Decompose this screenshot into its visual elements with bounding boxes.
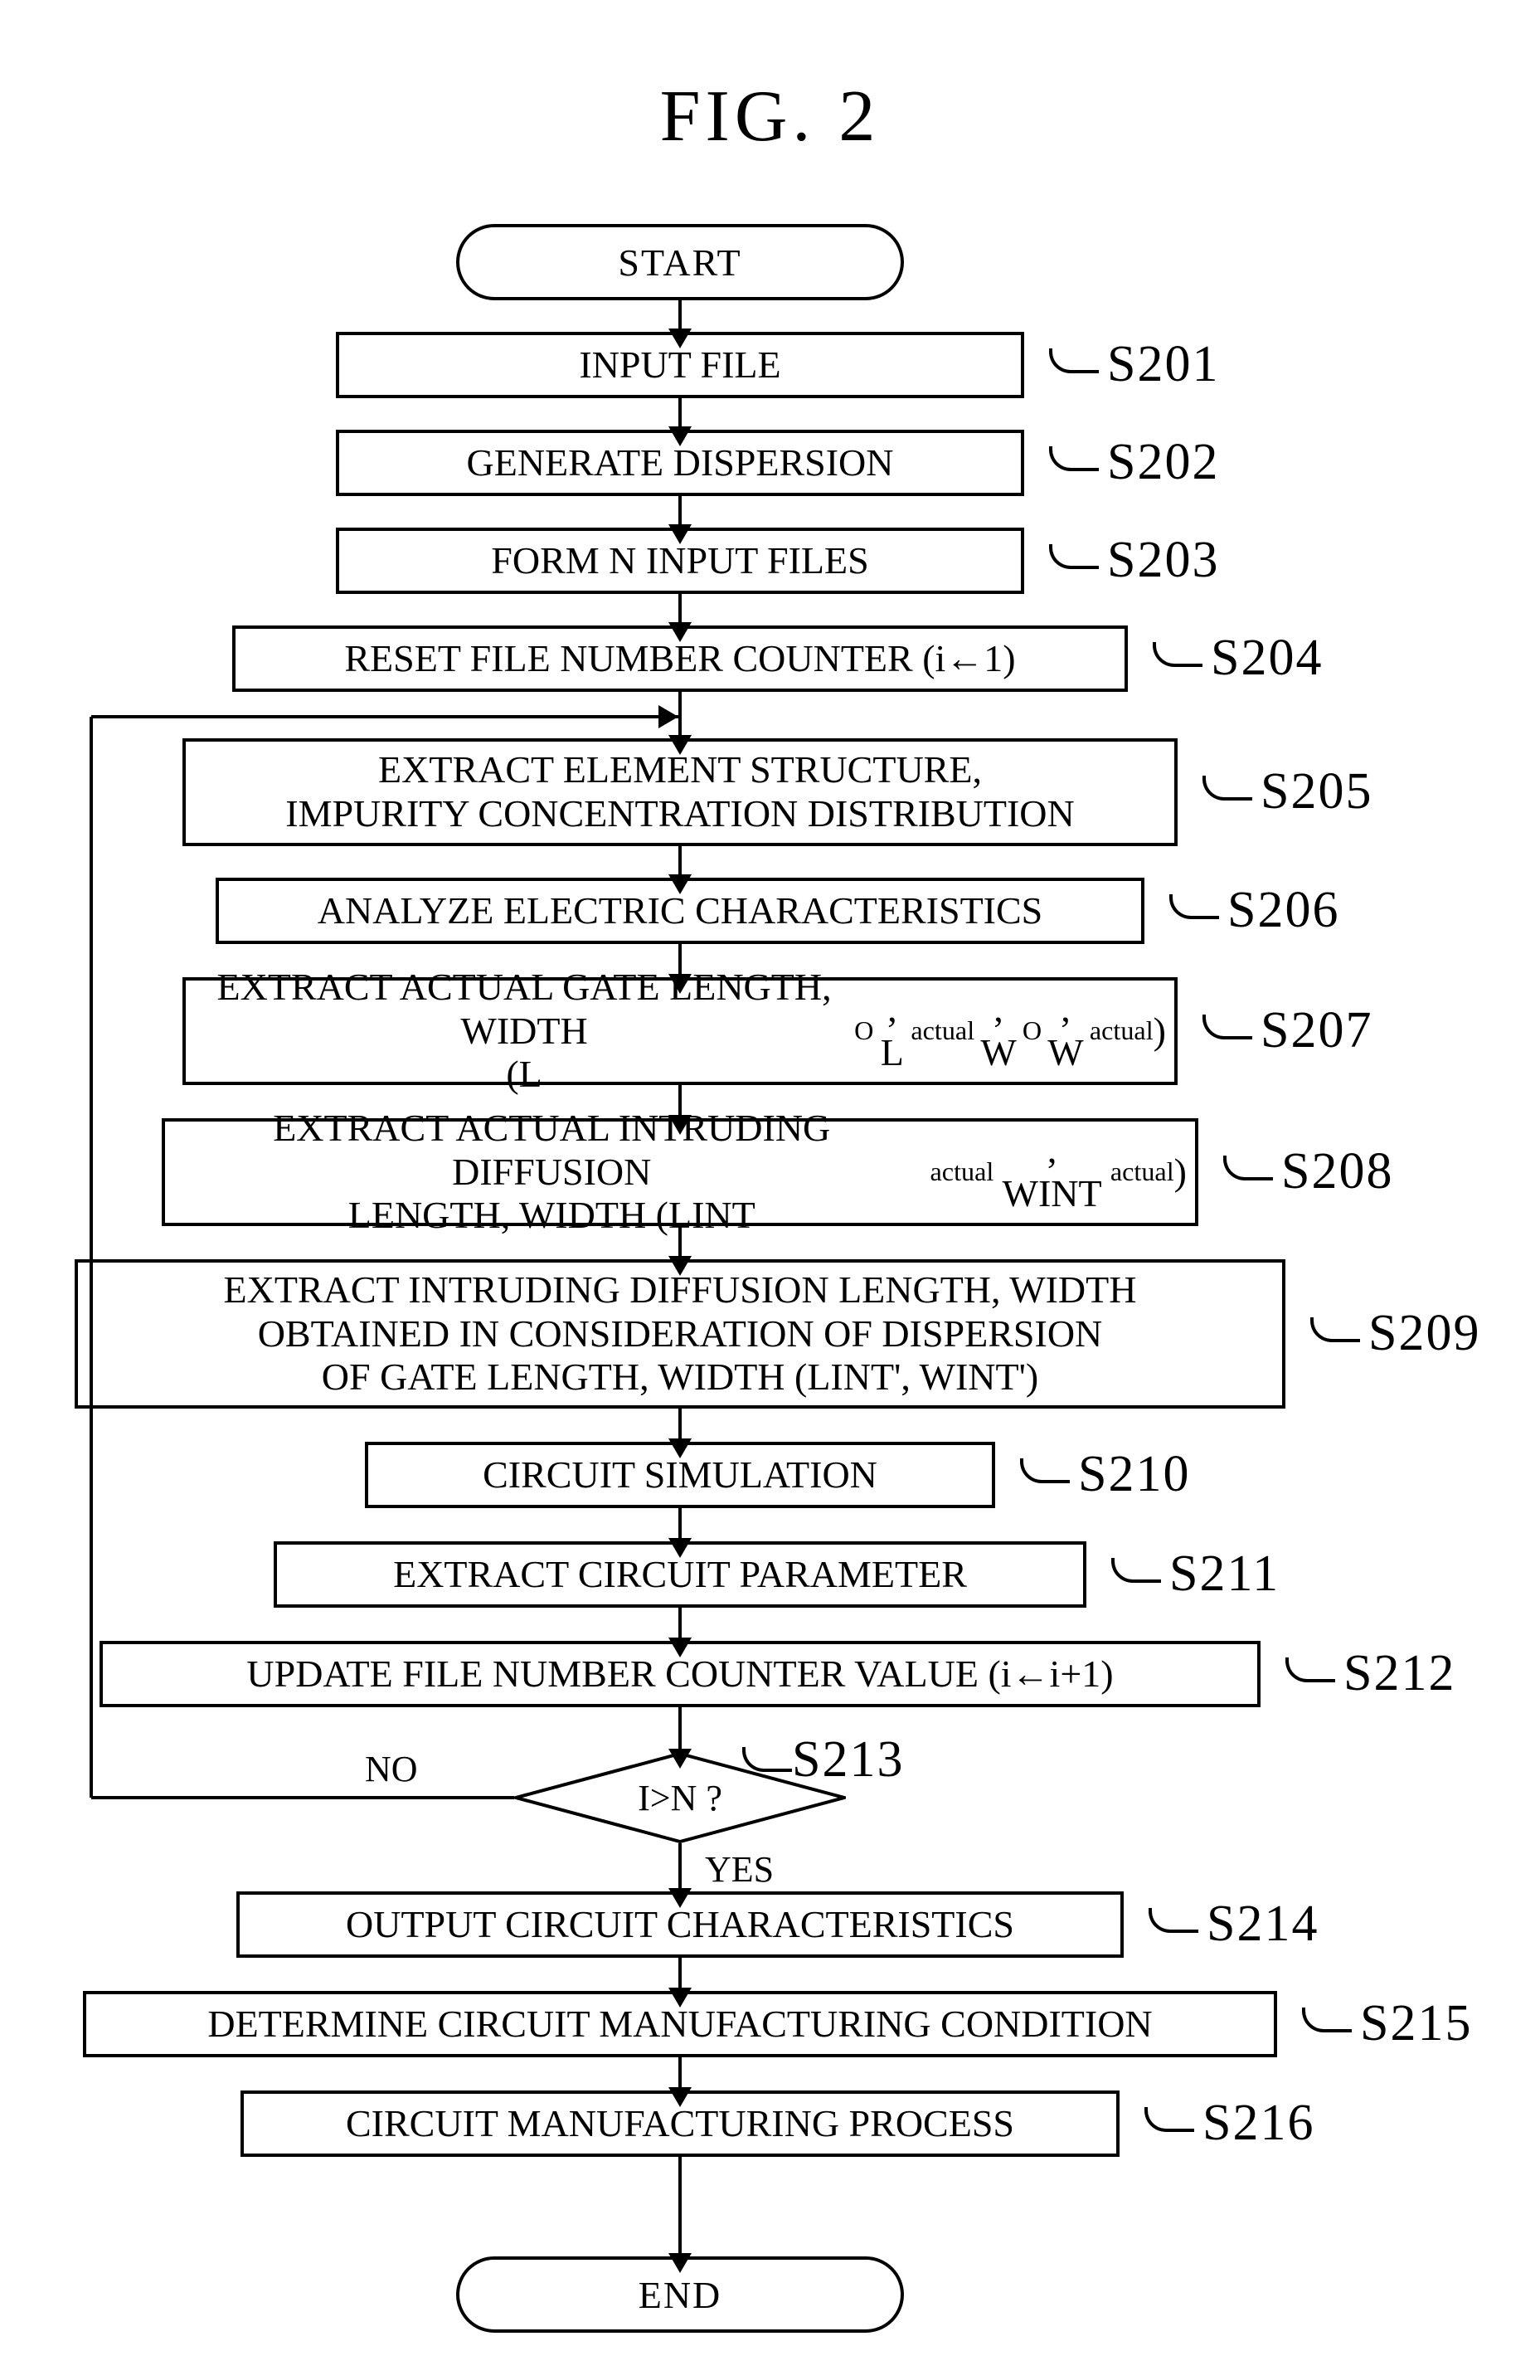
label-connector [1111,1558,1161,1583]
arrow-segment [90,717,93,1798]
arrow-segment [678,300,682,332]
arrow-head-icon [668,1638,692,1657]
arrow-segment [678,2157,682,2256]
arrow-head-icon [668,735,692,755]
step-label-s202: S202 [1107,433,1219,492]
label-connector [1049,544,1099,569]
label-connector [1149,1908,1198,1933]
arrow-head-icon [668,329,692,348]
arrow-head-icon [668,874,692,894]
arrow-head-icon [668,974,692,994]
label-connector [1049,446,1099,471]
arrow-head-icon [658,705,678,728]
arrow-head-icon [668,1115,692,1135]
arrow-segment [678,1085,682,1118]
step-label-s205: S205 [1261,762,1372,821]
arrow-head-icon [668,2087,692,2107]
label-connector [1153,642,1202,667]
arrow-segment [678,846,682,878]
arrow-head-icon [668,2253,692,2273]
start-label: START [618,241,741,285]
arrow-segment [678,1409,682,1442]
branch-no-label: NO [365,1748,418,1790]
arrow-segment [91,1796,514,1799]
label-connector [1049,348,1099,373]
process-s209: EXTRACT INTRUDING DIFFUSION LENGTH, WIDT… [75,1259,1285,1409]
step-label-s203: S203 [1107,531,1219,590]
arrow-segment [678,1226,682,1259]
branch-yes-label: YES [705,1848,774,1891]
step-label-s211: S211 [1169,1545,1280,1604]
arrow-head-icon [668,1749,692,1769]
arrow-segment [678,594,682,625]
label-connector [1144,2107,1194,2132]
arrow-segment [678,496,682,528]
arrow-segment [678,1508,682,1541]
step-label-s209: S209 [1368,1304,1480,1363]
arrow-head-icon [668,426,692,446]
label-connector [1202,1015,1252,1039]
arrow-head-icon [668,1988,692,2008]
step-label-s207: S207 [1261,1001,1372,1060]
step-label-s208: S208 [1281,1142,1393,1201]
step-label-s216: S216 [1202,2094,1314,2153]
label-connector [1020,1458,1070,1483]
arrow-head-icon [668,622,692,642]
label-connector [1202,776,1252,801]
arrow-segment [678,1608,682,1641]
arrow-head-icon [668,1538,692,1558]
label-connector [1223,1156,1273,1180]
arrow-head-icon [668,1888,692,1908]
figure-title: FIG. 2 [0,75,1540,158]
arrow-segment [678,1843,682,1891]
step-label-s214: S214 [1207,1895,1319,1954]
arrow-segment [678,2057,682,2090]
arrow-segment [678,944,682,977]
flowchart-page: FIG. 2 START INPUT FILES201GENERATE DISP… [0,0,1540,2380]
step-label-s201: S201 [1107,335,1219,394]
arrow-head-icon [668,1256,692,1276]
arrow-segment [678,1958,682,1991]
arrow-segment [678,1707,682,1752]
label-connector [1169,894,1219,919]
end-label: END [639,2273,722,2317]
arrow-segment [678,398,682,430]
step-label-s212: S212 [1343,1644,1455,1703]
step-label-s210: S210 [1078,1445,1190,1504]
step-label-s206: S206 [1227,881,1339,940]
step-label-s204: S204 [1211,629,1323,688]
step-label-s215: S215 [1360,1994,1472,2053]
arrow-head-icon [668,1438,692,1458]
start-terminator: START [456,224,904,300]
arrow-segment [91,715,680,718]
arrow-head-icon [668,524,692,544]
label-connector [1285,1657,1335,1682]
label-connector [1310,1317,1360,1342]
label-connector [1302,2008,1352,2032]
